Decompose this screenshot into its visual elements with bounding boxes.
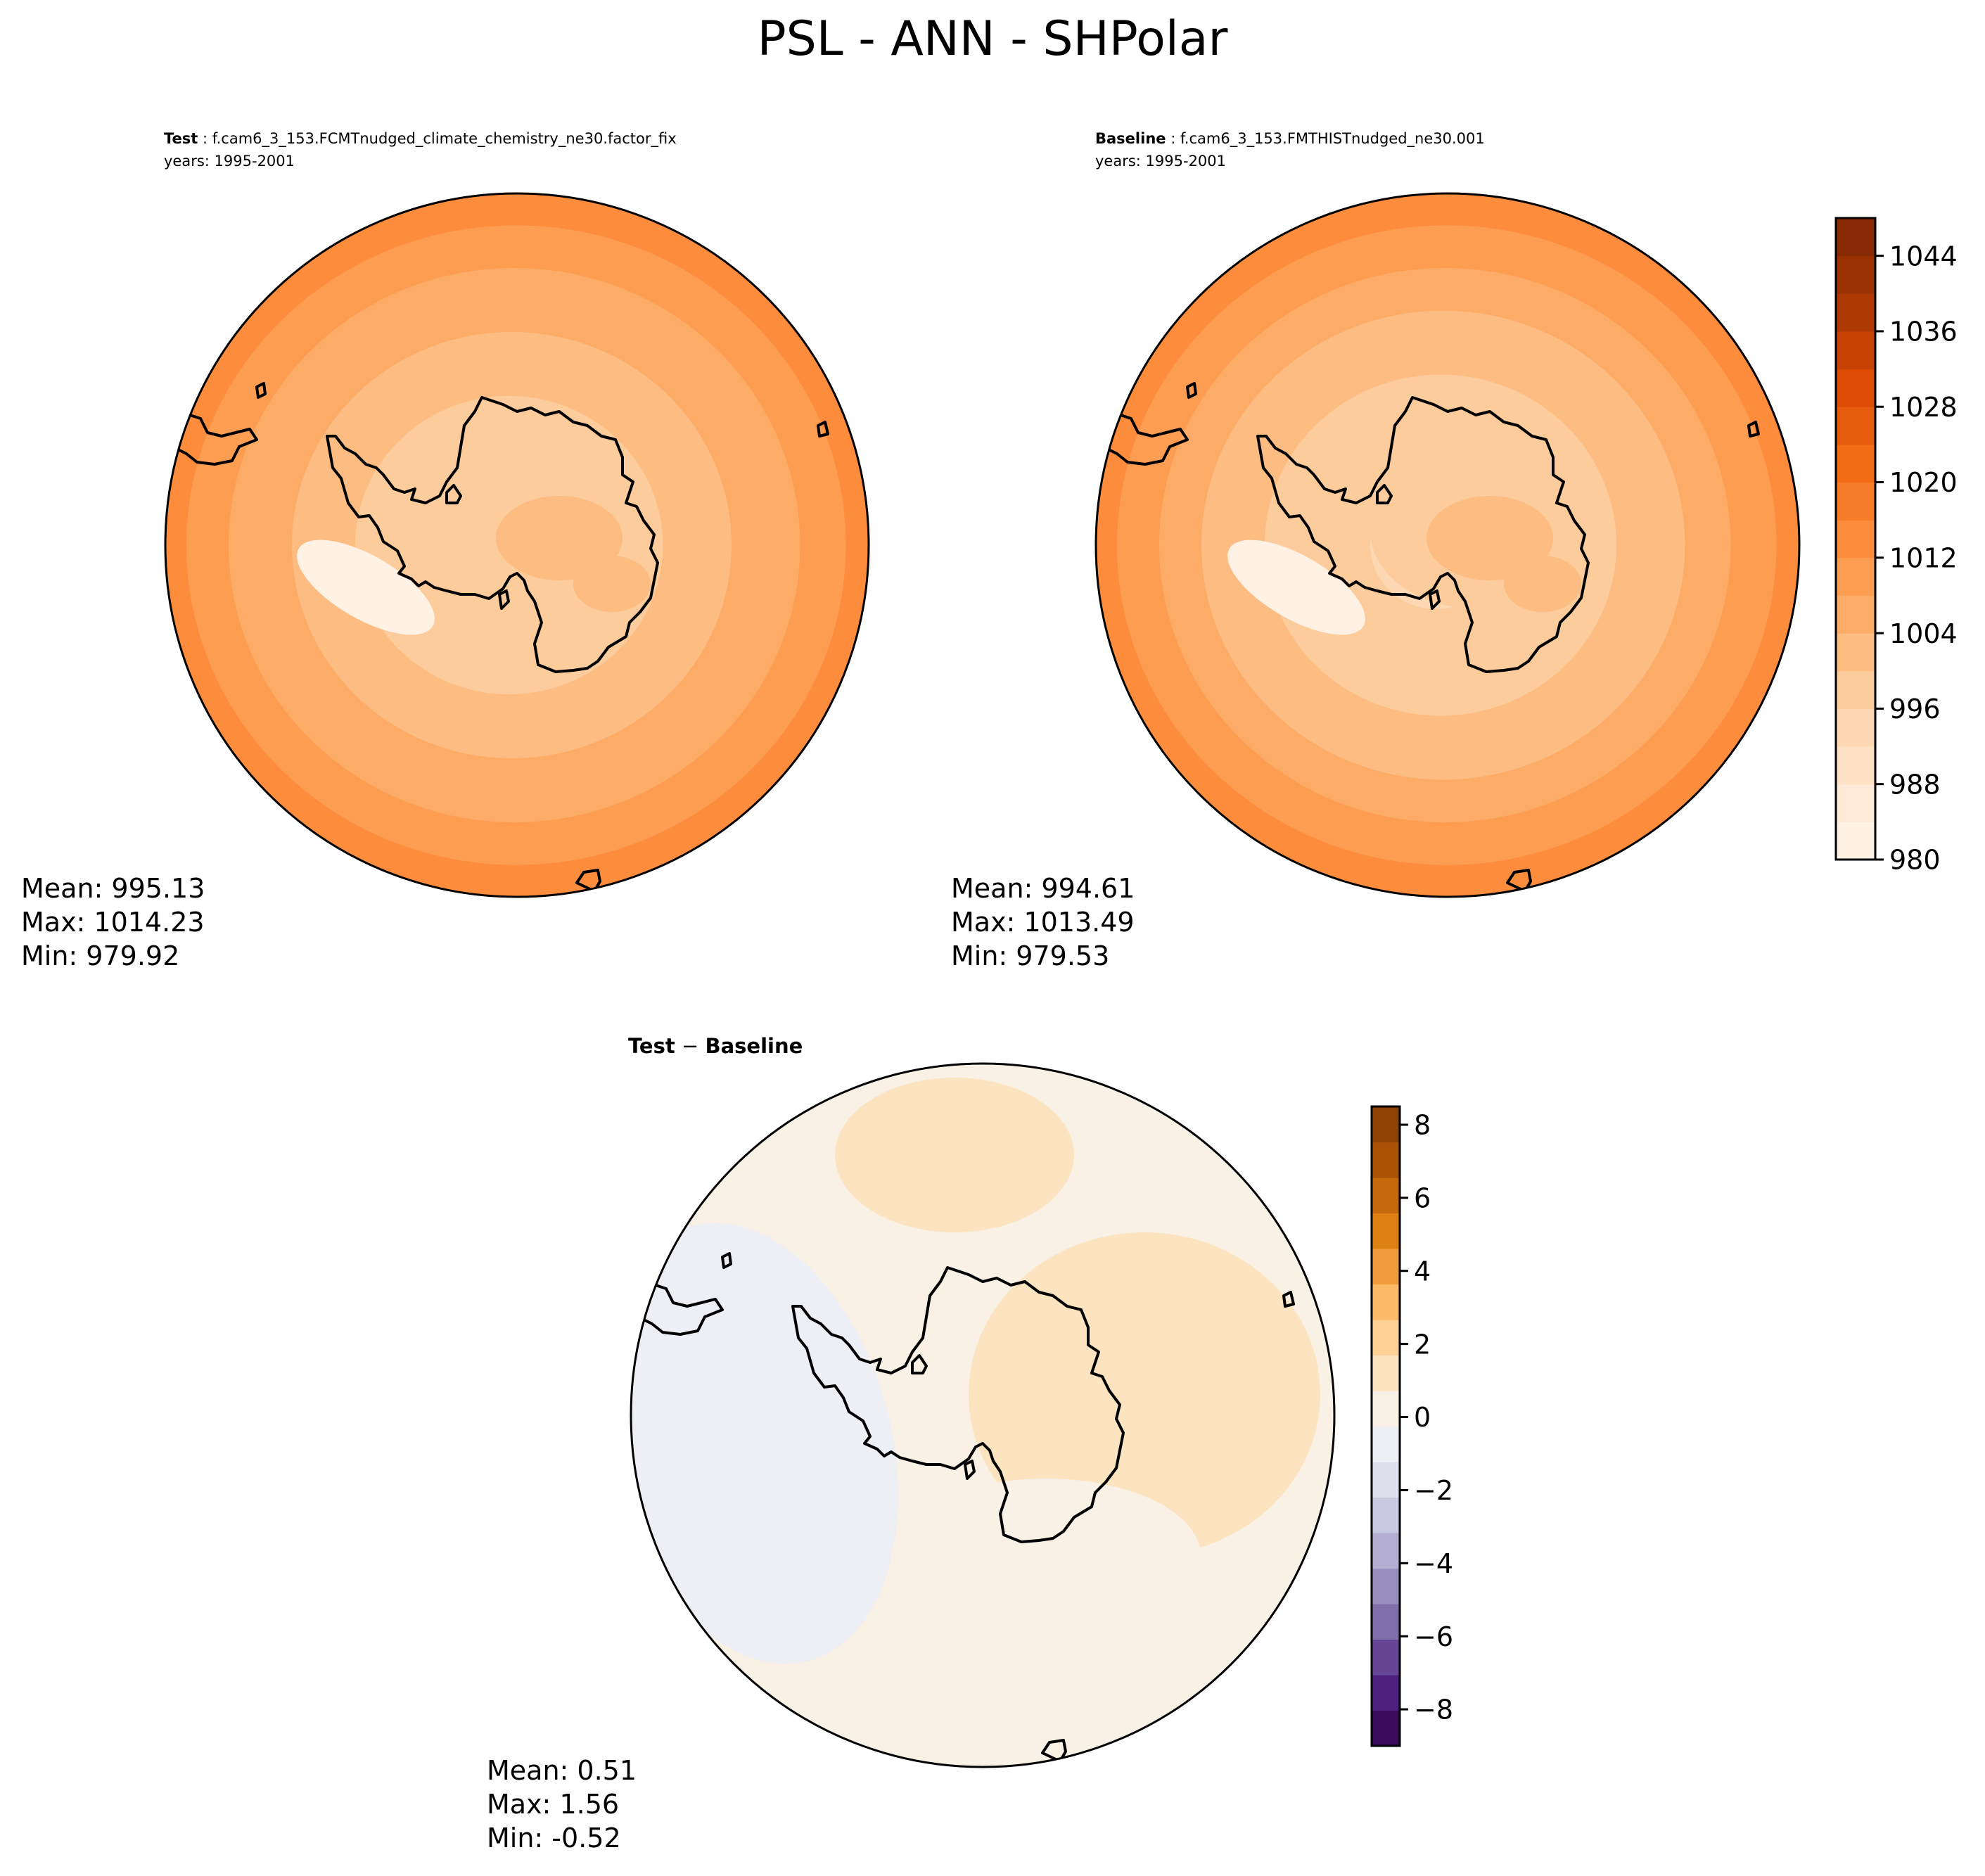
colorbar-frame [1370, 1105, 1401, 1747]
colorbar-segment [1372, 1142, 1400, 1178]
colorbar-segment [1836, 407, 1875, 445]
colorbar-tick-label: 1028 [1889, 392, 1958, 423]
colorbar-segment [1372, 1426, 1400, 1462]
colorbar-tick-label: 1020 [1889, 467, 1958, 498]
difference-stat-mean: Mean: 0.51 [487, 1755, 637, 1786]
test-contour-field [165, 193, 869, 897]
panel-test-label: Test : f.cam6_3_153.FCMTnudged_climate_c… [164, 130, 677, 148]
colorbar-segment [1372, 1249, 1400, 1285]
colorbar-frame [1834, 217, 1877, 861]
panel-baseline: Baseline : f.cam6_3_153.FMTHISTnudged_ne… [951, 130, 1801, 971]
colorbar-segment [1372, 1391, 1400, 1427]
baseline-stat-max: Max: 1013.49 [951, 907, 1135, 938]
colorbar-segment [1372, 1106, 1400, 1143]
colorbar-segment [1372, 1639, 1400, 1676]
colorbar-segment [1836, 482, 1875, 521]
contour-band [891, 1479, 1201, 1633]
difference-stat-min: Min: -0.52 [487, 1823, 621, 1853]
colorbar-tick-label: 980 [1889, 845, 1941, 876]
test-stat-min: Min: 979.92 [21, 940, 179, 971]
difference-map-boundary [630, 1062, 1336, 1768]
colorbar-segment [1372, 1178, 1400, 1214]
colorbar-segment [1836, 708, 1875, 747]
figure-title: PSL - ANN - SHPolar [758, 11, 1228, 67]
baseline-stat-min: Min: 979.53 [951, 940, 1109, 971]
panel-test-years: years: 1995-2001 [164, 153, 295, 170]
panel-baseline-years: years: 1995-2001 [1095, 153, 1226, 170]
colorbar-segment [1836, 218, 1875, 257]
test-stat-mean: Mean: 995.13 [21, 873, 205, 904]
colorbar-segment [1836, 255, 1875, 294]
colorbar-segment [1372, 1675, 1400, 1711]
colorbar-tick-label: 1004 [1889, 618, 1958, 649]
baseline-contour-field [1096, 193, 1799, 897]
colorbar-segment [1372, 1533, 1400, 1569]
panel-test-map [165, 193, 869, 897]
colorbar-psl: 980 988 996 1004 1012 1020 1028 1036 1044 [1834, 217, 1958, 876]
test-map-boundary [164, 192, 870, 898]
contour-band [969, 1232, 1320, 1556]
colorbar-segment [1372, 1213, 1400, 1249]
colorbar-segment [1372, 1320, 1400, 1356]
colorbar-segment [1836, 557, 1875, 596]
baseline-map-boundary [1094, 192, 1801, 898]
panel-test: Test : f.cam6_3_153.FCMTnudged_climate_c… [21, 130, 870, 971]
colorbar-segment [1372, 1604, 1400, 1640]
colorbar-segment [1372, 1568, 1400, 1604]
colorbar-segment [1372, 1710, 1400, 1747]
difference-contour-field [631, 1064, 1334, 1767]
colorbar-segment [1372, 1284, 1400, 1320]
panel-difference-map [631, 1064, 1334, 1767]
colorbar-tick-label: 0 [1414, 1402, 1431, 1433]
colorbar-tick-label: 6 [1414, 1183, 1431, 1214]
colorbar-difference: −8 −6 −4 −2 0 2 4 6 8 [1370, 1105, 1453, 1747]
panel-difference: Test − Baseline Mean: 0.51 Max: 1.56 Min… [487, 1034, 1336, 1853]
contour-band [683, 1380, 860, 1619]
colorbar-tick-label: 1012 [1889, 543, 1958, 574]
colorbar-segment [1836, 520, 1875, 559]
contour-band [835, 1078, 1074, 1232]
colorbar-tick-label: 4 [1414, 1256, 1431, 1287]
colorbar-segment [1372, 1497, 1400, 1533]
contour-band [1504, 556, 1581, 612]
colorbar-tick-label: 1044 [1889, 241, 1958, 272]
colorbar-segment [1836, 822, 1875, 860]
test-stat-max: Max: 1014.23 [21, 907, 205, 938]
colorbar-tick-label: −6 [1414, 1621, 1453, 1652]
colorbar-tick-label: 2 [1414, 1329, 1431, 1360]
colorbar-segment [1372, 1355, 1400, 1391]
colorbar-tick-label: 996 [1889, 694, 1941, 725]
colorbar-tick-label: 8 [1414, 1110, 1431, 1141]
colorbar-segment [1836, 369, 1875, 407]
contour-band [1235, 551, 1329, 616]
colorbar-segment [1836, 444, 1875, 483]
colorbar-tick-label: −2 [1414, 1475, 1453, 1506]
panel-difference-label: Test − Baseline [628, 1034, 803, 1058]
panel-baseline-label: Baseline : f.cam6_3_153.FMTHISTnudged_ne… [1095, 130, 1485, 148]
contour-band [1426, 496, 1553, 580]
colorbar-segment [1836, 293, 1875, 332]
difference-stat-max: Max: 1.56 [487, 1789, 619, 1820]
colorbar-segment [1836, 331, 1875, 370]
colorbar-segment [1372, 1462, 1400, 1498]
colorbar-segment [1836, 633, 1875, 672]
panel-baseline-map [1096, 193, 1799, 897]
colorbar-tick-label: 988 [1889, 769, 1941, 800]
colorbar-tick-label: 1036 [1889, 317, 1958, 347]
colorbar-tick-label: −8 [1414, 1695, 1453, 1725]
contour-band [496, 496, 623, 580]
colorbar-segment [1836, 670, 1875, 710]
colorbar-segment [1836, 746, 1875, 785]
colorbar-segment [1836, 595, 1875, 634]
colorbar-tick-label: −4 [1414, 1548, 1453, 1579]
colorbar-segment [1836, 784, 1875, 822]
contour-band [305, 551, 399, 616]
contour-band [573, 556, 651, 612]
contour-band [1180, 1380, 1236, 1422]
baseline-stat-mean: Mean: 994.61 [951, 873, 1135, 904]
